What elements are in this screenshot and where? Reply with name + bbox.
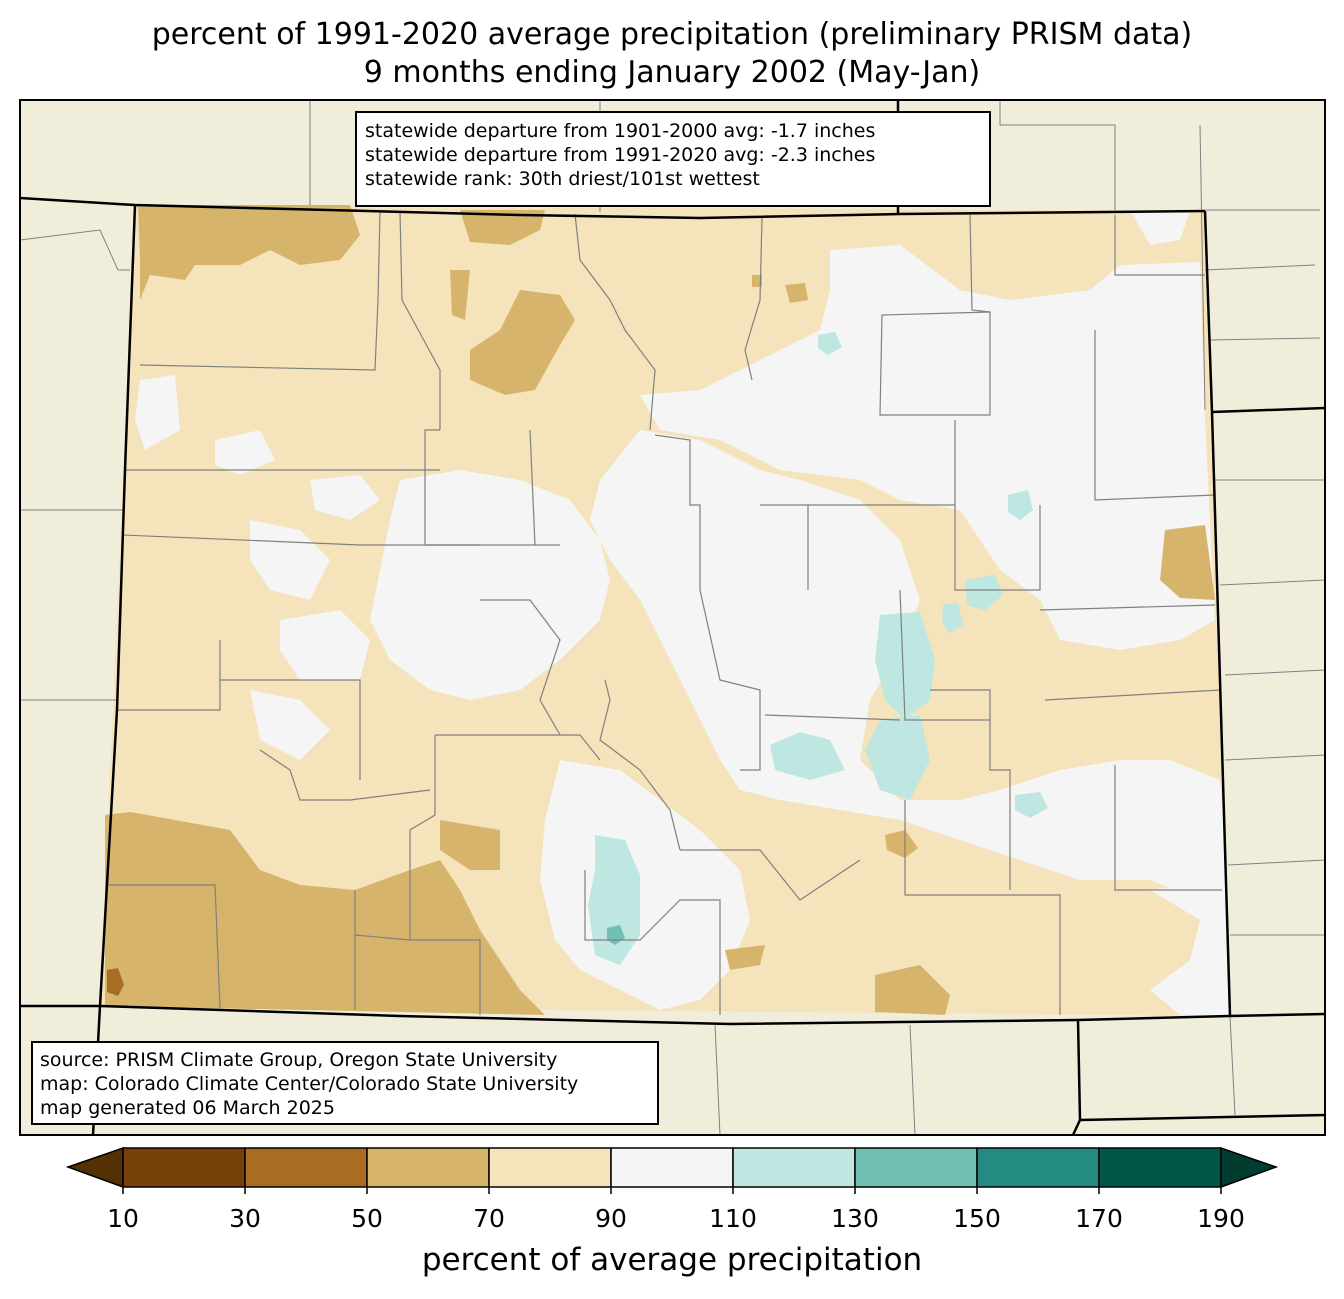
colorbar [65, 1146, 1279, 1189]
precip-90-110 [135, 210, 1230, 1016]
statewide-stats-box: statewide departure from 1901-2000 avg: … [355, 111, 991, 207]
colorbar-tick-label: 70 [473, 1204, 505, 1233]
colorbar-tick-label: 110 [709, 1204, 757, 1233]
colorbar-tick-label: 190 [1197, 1204, 1245, 1233]
neighbor-county-lines [19, 100, 1326, 1136]
colorbar-tick-label: 10 [107, 1204, 139, 1233]
colorbar-bin-170-190 [1098, 1147, 1222, 1188]
state-boundaries [19, 100, 1326, 1136]
colorbar-extend-low [65, 1146, 124, 1189]
colorbar-label: percent of average precipitation [421, 1242, 923, 1278]
colorbar-bin-70-90 [488, 1147, 612, 1188]
colorbar-tick-label: 150 [953, 1204, 1001, 1233]
colorbar-tick-label: 130 [831, 1204, 879, 1233]
map-frame [19, 99, 1326, 1136]
colorbar-bin-30-50 [244, 1147, 368, 1188]
colorbar-bin-90-110 [610, 1147, 734, 1188]
map-title-line1: percent of 1991-2020 average precipitati… [151, 17, 1193, 52]
precip-110-130 [588, 332, 1048, 965]
stats-departure-1991-2020: statewide departure from 1991-2020 avg: … [365, 144, 876, 166]
map-title-line2: 9 months ending January 2002 (May-Jan) [363, 55, 981, 90]
stats-departure-1901-2000: statewide departure from 1901-2000 avg: … [365, 120, 876, 142]
colorbar-tick-label: 50 [351, 1204, 383, 1233]
colorbar-extend-high [1220, 1146, 1279, 1189]
colorbar-tick-label: 30 [229, 1204, 261, 1233]
source-box: source: PRISM Climate Group, Oregon Stat… [31, 1041, 659, 1125]
precip-30-50 [107, 968, 124, 996]
map-generated-line: map generated 06 March 2025 [40, 1097, 335, 1119]
precip-50-70 [105, 205, 1215, 1015]
source-line: source: PRISM Climate Group, Oregon Stat… [40, 1049, 558, 1071]
colorbar-tick-marks [122, 1187, 1222, 1194]
stats-rank: statewide rank: 30th driest/101st wettes… [365, 168, 760, 190]
colorbar-tick-label: 90 [595, 1204, 627, 1233]
county-lines [108, 211, 1222, 1015]
colorbar-tick-label: 170 [1075, 1204, 1123, 1233]
colorbar-bin-50-70 [366, 1147, 490, 1188]
colorbar-bin-10-30 [122, 1147, 246, 1188]
colorbar-bin-130-150 [854, 1147, 978, 1188]
map-credit-line: map: Colorado Climate Center/Colorado St… [40, 1073, 579, 1095]
colorbar-bin-150-170 [976, 1147, 1100, 1188]
colorbar-bin-110-130 [732, 1147, 856, 1188]
